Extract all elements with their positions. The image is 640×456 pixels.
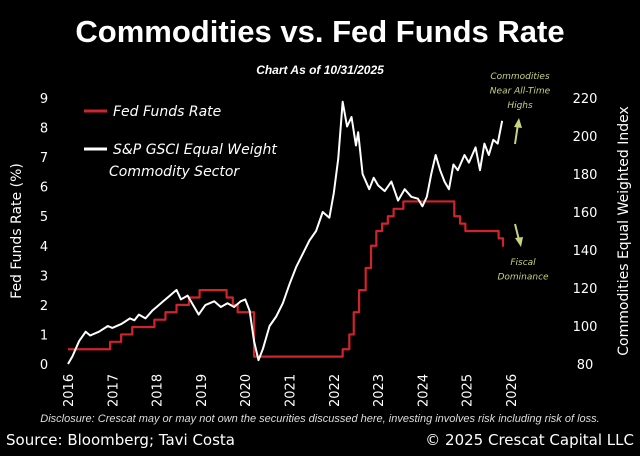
- x-tick-label: 2019: [195, 374, 210, 407]
- annotation-fiscal-text: Fiscal: [510, 258, 536, 268]
- y-left-tick-label: 8: [40, 122, 48, 137]
- y-right-tick-label: 140: [573, 244, 598, 259]
- y-left-tick-label: 3: [40, 269, 48, 284]
- disclosure-text: Disclosure: Crescat may or may not own t…: [40, 413, 600, 425]
- y-left-tick-label: 9: [40, 92, 48, 107]
- chart-title: Commodities vs. Fed Funds Rate: [75, 14, 565, 49]
- source-text: Source: Bloomberg; Tavi Costa: [6, 431, 235, 449]
- y-right-tick-label: 180: [573, 168, 598, 183]
- annotation-commodities-text: Near All-Time: [490, 87, 551, 97]
- x-tick-label: 2021: [284, 374, 299, 407]
- x-tick-label: 2023: [372, 374, 387, 407]
- y-right-tick-label: 100: [573, 320, 598, 335]
- y-left-tick-label: 1: [40, 328, 48, 343]
- y-left-tick-label: 5: [40, 210, 48, 225]
- x-tick-label: 2024: [416, 374, 431, 407]
- y-right-tick-label: 120: [573, 282, 598, 297]
- y-left-tick-label: 2: [40, 299, 48, 314]
- y-right-tick-label: 80: [577, 358, 594, 373]
- x-tick-label: 2017: [106, 374, 121, 407]
- x-tick-label: 2026: [505, 374, 520, 407]
- x-tick-label: 2022: [328, 374, 343, 407]
- legend-label: Commodity Sector: [109, 164, 240, 180]
- annotation-commodities-text: Commodities: [490, 72, 550, 82]
- arrow-up-icon-head: [514, 118, 522, 128]
- arrow-down-icon-head: [515, 237, 523, 247]
- y-right-axis-label: Commodities Equal Weighted Index: [616, 106, 632, 355]
- annotation-fiscal-text: Dominance: [497, 273, 549, 283]
- arrow-down-icon: [514, 223, 520, 241]
- y-left-tick-label: 4: [40, 240, 48, 255]
- y-left-tick-label: 7: [40, 151, 48, 166]
- y-left-axis-label: Fed Funds Rate (%): [9, 163, 25, 299]
- x-tick-label: 2016: [62, 374, 77, 407]
- commodity-index-line: [67, 100, 504, 365]
- chart-subtitle: Chart As of 10/31/2025: [256, 63, 384, 77]
- y-left-tick-label: 0: [40, 358, 48, 373]
- x-tick-label: 2020: [239, 374, 254, 407]
- copyright-text: © 2025 Crescat Capital LLC: [425, 431, 634, 449]
- x-tick-label: 2025: [461, 374, 476, 407]
- y-right-tick-label: 200: [573, 130, 598, 145]
- legend-label: Fed Funds Rate: [113, 104, 221, 120]
- annotation-commodities-text: Highs: [507, 101, 533, 111]
- x-tick-label: 2018: [151, 374, 166, 407]
- legend-label: S&P GSCI Equal Weight: [113, 142, 277, 158]
- y-right-tick-label: 160: [573, 206, 598, 221]
- fed-funds-rate-line: [68, 200, 505, 358]
- y-right-tick-label: 220: [573, 92, 598, 107]
- y-left-tick-label: 6: [40, 181, 48, 196]
